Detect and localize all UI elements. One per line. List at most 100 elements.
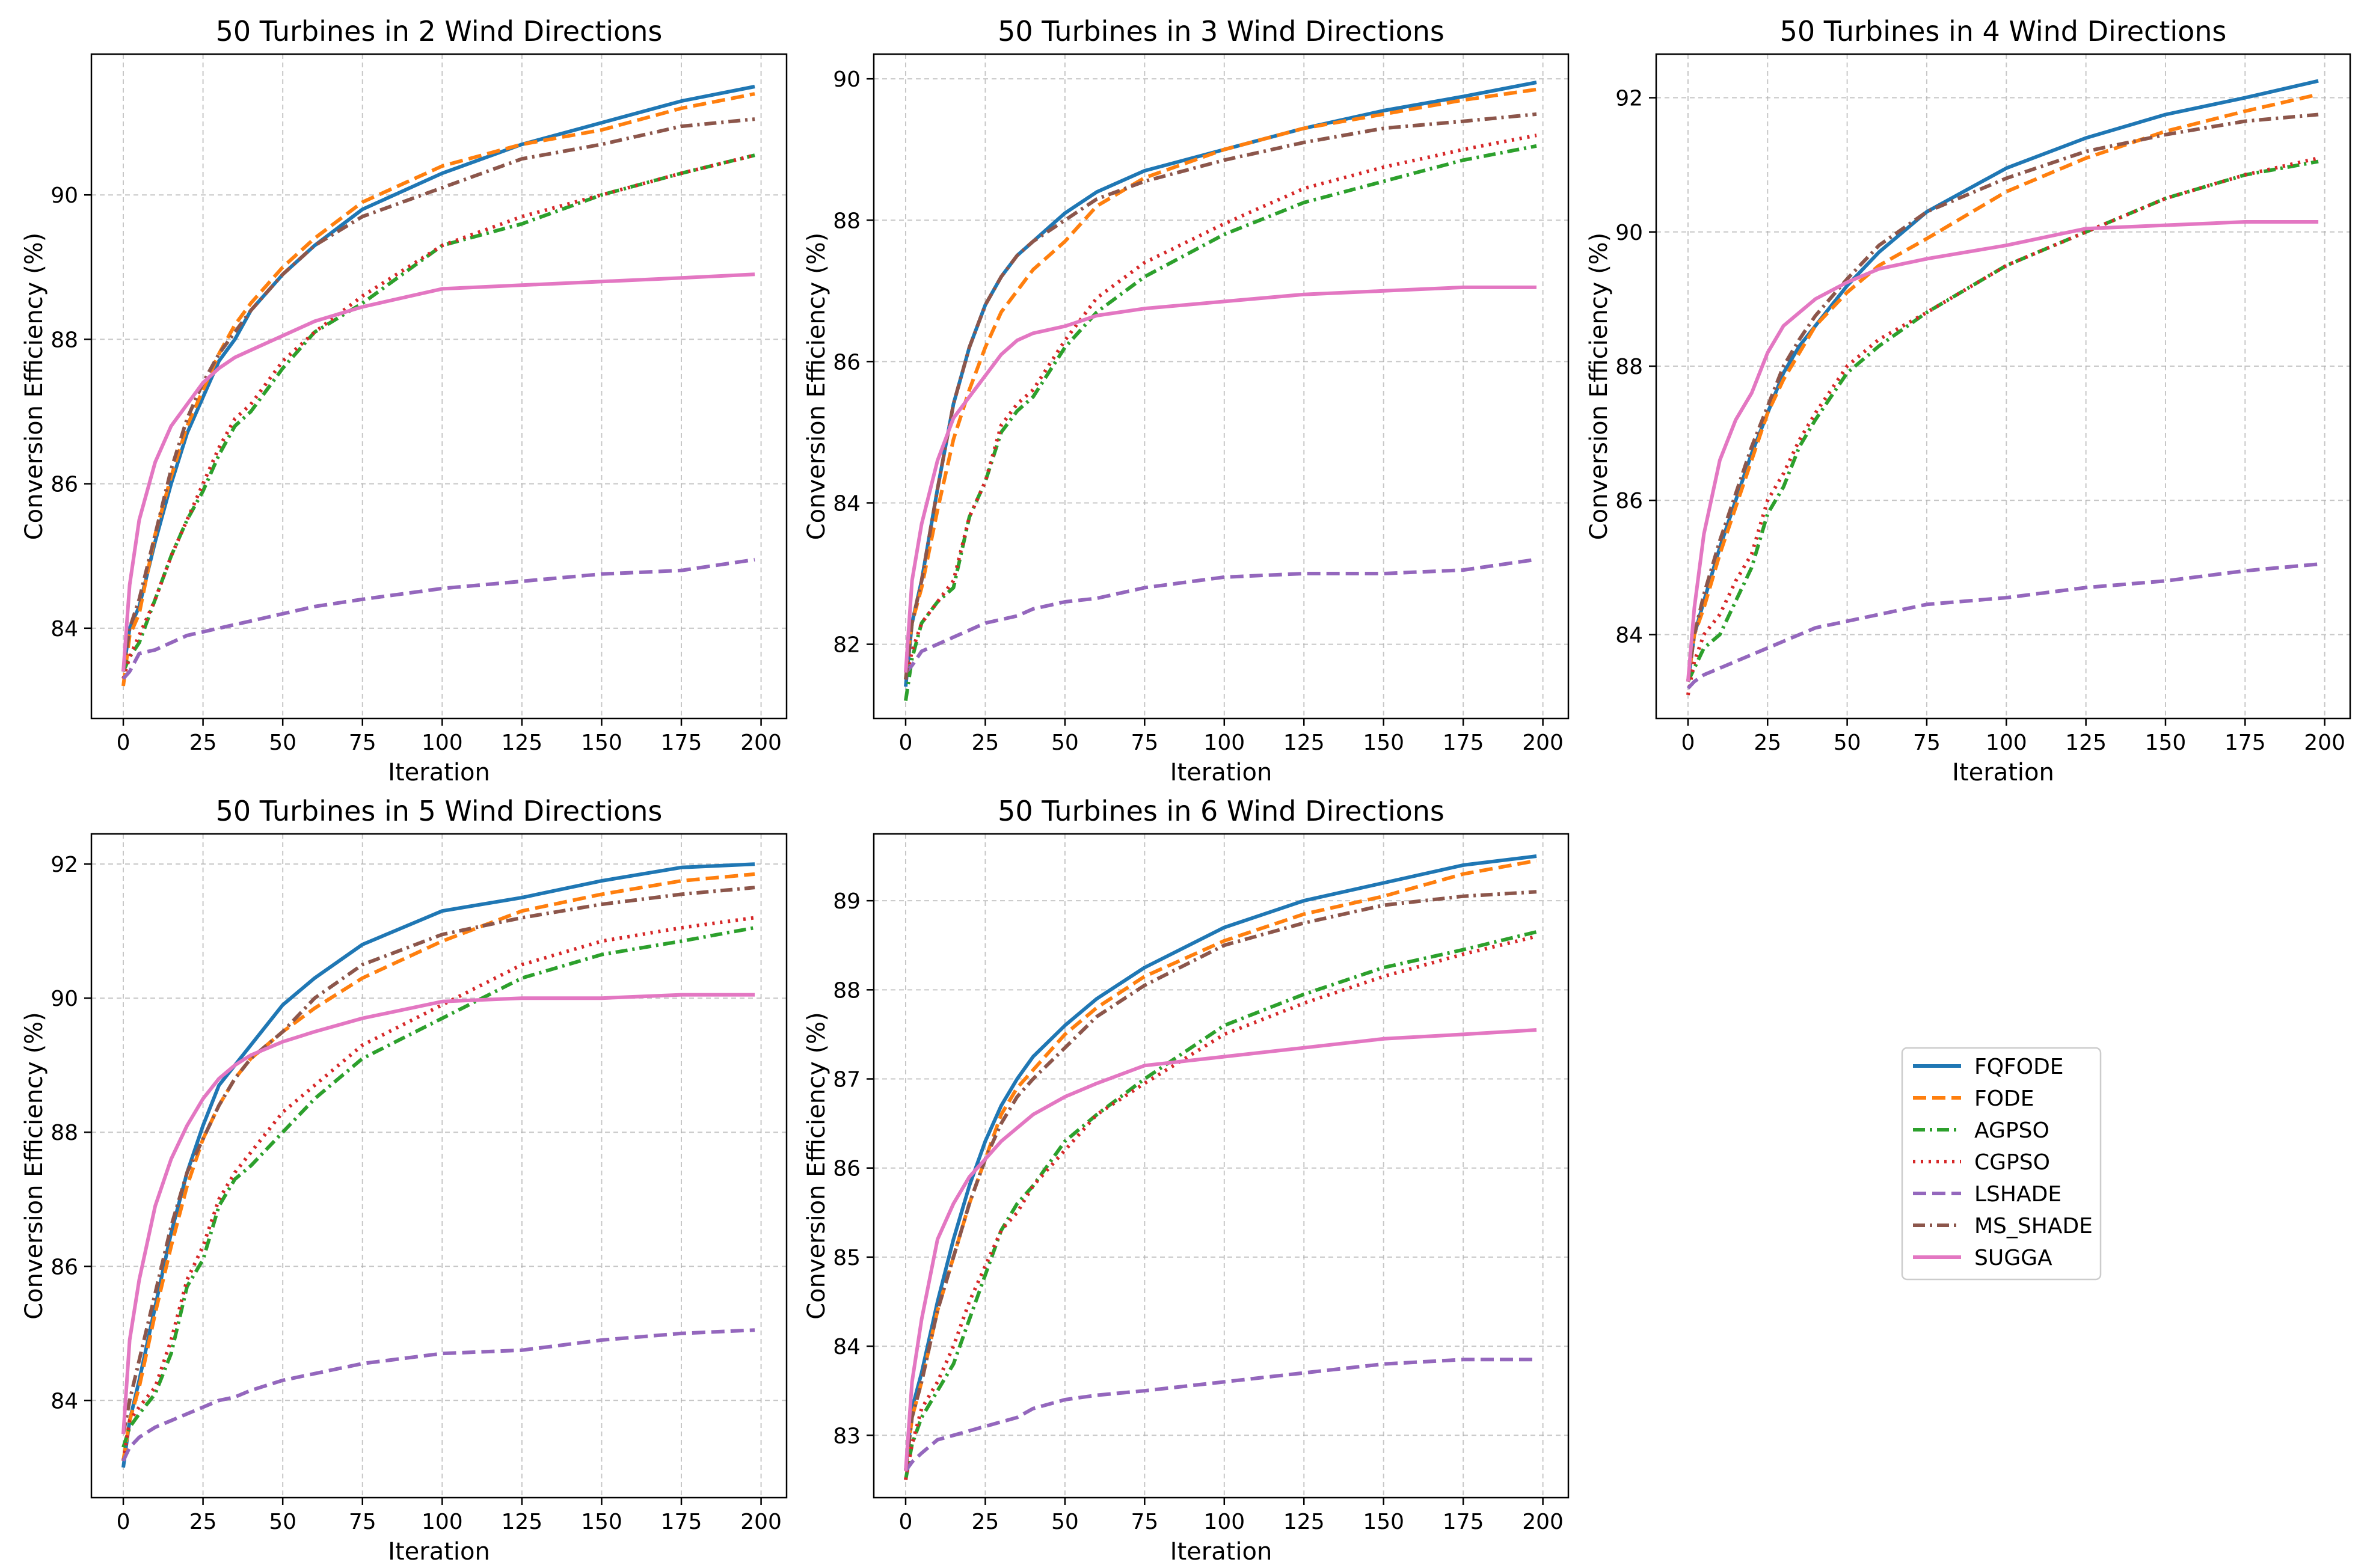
x-tick-label: 150 bbox=[1363, 730, 1404, 755]
legend-label-cgpso: CGPSO bbox=[1974, 1150, 2050, 1175]
x-tick-label: 25 bbox=[1754, 730, 1781, 755]
x-tick-label: 25 bbox=[189, 1510, 217, 1534]
series-line-lshade bbox=[904, 557, 1537, 674]
y-tick-label: 85 bbox=[833, 1246, 861, 1270]
legend-label-ms-shade: MS_SHADE bbox=[1974, 1214, 2093, 1239]
y-tick-label: 88 bbox=[833, 978, 861, 1003]
chart-title: 50 Turbines in 3 Wind Directions bbox=[998, 15, 1444, 47]
y-axis-label: Conversion Efficiency (%) bbox=[20, 233, 48, 541]
x-tick-label: 50 bbox=[1051, 1510, 1079, 1534]
series-line-sugga bbox=[121, 993, 755, 1435]
series-line-sugga bbox=[904, 285, 1536, 673]
grid bbox=[91, 834, 787, 1498]
x-tick-label: 125 bbox=[1283, 730, 1325, 755]
y-tick-label: 84 bbox=[1615, 623, 1643, 648]
x-axis-label: Iteration bbox=[1170, 1538, 1272, 1566]
y-tick-label: 88 bbox=[1615, 355, 1643, 379]
series-line-lshade bbox=[904, 1358, 1536, 1472]
y-tick-label: 88 bbox=[51, 328, 78, 352]
grid bbox=[874, 54, 1568, 718]
x-tick-label: 125 bbox=[1283, 1510, 1325, 1534]
chart-panels: 0 25 50 75 100 125 150 175 200 84 86 88 90 50 Turbine… bbox=[20, 15, 2351, 1566]
series-line-ms-shade bbox=[1686, 112, 2319, 682]
chart-title: 50 Turbines in 4 Wind Directions bbox=[1780, 15, 2227, 47]
y-tick-label: 92 bbox=[1615, 87, 1643, 111]
legend-label-lshade: LSHADE bbox=[1974, 1182, 2061, 1207]
x-tick-label: 125 bbox=[502, 730, 543, 755]
y-tick-label: 86 bbox=[1615, 489, 1643, 513]
y-tick-label: 89 bbox=[833, 889, 861, 914]
y-tick-label: 84 bbox=[51, 617, 78, 642]
x-tick-label: 175 bbox=[1443, 1510, 1484, 1534]
x-tick-label: 150 bbox=[581, 730, 622, 755]
x-tick-label: 175 bbox=[661, 1510, 702, 1534]
legend: FQFODE FODE AGPSO CGPSO LSHADE MS_SHADE SUGGA bbox=[1901, 1047, 2102, 1281]
x-tick-label: 175 bbox=[1443, 730, 1484, 755]
series-line-fode bbox=[904, 859, 1537, 1471]
x-tick-label: 200 bbox=[1522, 730, 1564, 755]
x-tick-label: 25 bbox=[972, 730, 999, 755]
chart-panel-2: 0 25 50 75 100 125 150 175 200 82 84 86 88 90 50 Turbi… bbox=[803, 15, 1570, 786]
x-tick-label: 150 bbox=[2145, 730, 2187, 755]
axes-frame bbox=[873, 53, 1570, 720]
series-line-fode bbox=[1686, 93, 2319, 682]
chart-title: 50 Turbines in 2 Wind Directions bbox=[216, 15, 663, 47]
legend-label-sugga: SUGGA bbox=[1974, 1246, 2052, 1270]
x-tick-label: 50 bbox=[1051, 730, 1079, 755]
x-axis-label: Iteration bbox=[1170, 759, 1272, 786]
grid bbox=[91, 54, 787, 718]
x-axis-label: Iteration bbox=[1952, 759, 2054, 786]
x-tick-label: 100 bbox=[1203, 730, 1245, 755]
y-axis-label: Conversion Efficiency (%) bbox=[803, 233, 830, 541]
y-tick-label: 90 bbox=[51, 183, 78, 208]
x-tick-label: 150 bbox=[1363, 1510, 1404, 1534]
axes-frame bbox=[90, 53, 788, 720]
y-tick-label: 84 bbox=[833, 491, 861, 516]
legend-label-fode: FODE bbox=[1974, 1086, 2034, 1111]
x-axis-label: Iteration bbox=[388, 759, 490, 786]
x-tick-label: 0 bbox=[899, 730, 913, 755]
series-line-lshade bbox=[121, 557, 755, 680]
x-tick-label: 50 bbox=[269, 730, 296, 755]
x-tick-label: 150 bbox=[581, 1510, 622, 1534]
y-tick-label: 90 bbox=[1615, 221, 1643, 245]
y-axis-label: Conversion Efficiency (%) bbox=[20, 1012, 48, 1320]
x-tick-label: 125 bbox=[502, 1510, 543, 1534]
series-line-sugga bbox=[1686, 220, 2319, 682]
y-tick-label: 86 bbox=[51, 1255, 78, 1279]
y-tick-label: 83 bbox=[833, 1424, 861, 1448]
x-tick-label: 75 bbox=[349, 1510, 376, 1534]
x-tick-label: 100 bbox=[1986, 730, 2027, 755]
y-tick-label: 90 bbox=[51, 987, 78, 1011]
series-line-sugga bbox=[121, 272, 755, 672]
series-group bbox=[1686, 79, 2319, 696]
chart-title: 50 Turbines in 6 Wind Directions bbox=[998, 795, 1444, 827]
y-tick-label: 84 bbox=[51, 1389, 78, 1413]
series-group bbox=[904, 854, 1537, 1480]
legend-label-agpso: AGPSO bbox=[1974, 1118, 2049, 1143]
x-tick-label: 175 bbox=[661, 730, 702, 755]
series-line-agpso bbox=[904, 930, 1537, 1480]
x-tick-label: 25 bbox=[972, 1510, 999, 1534]
legend-label-fqfode: FQFODE bbox=[1974, 1055, 2064, 1079]
series-line-ms-shade bbox=[904, 112, 1537, 680]
axes-frame bbox=[90, 833, 788, 1499]
chart-panel-4: 0 25 50 75 100 125 150 175 200 84 86 88 90 92 50 Turbi… bbox=[20, 795, 788, 1566]
x-tick-label: 100 bbox=[1203, 1510, 1245, 1534]
x-tick-label: 100 bbox=[422, 1510, 463, 1534]
x-tick-label: 100 bbox=[422, 730, 463, 755]
series-group bbox=[121, 85, 755, 687]
y-tick-label: 92 bbox=[51, 853, 78, 877]
x-tick-label: 75 bbox=[1913, 730, 1941, 755]
x-tick-label: 125 bbox=[2065, 730, 2107, 755]
series-line-fode bbox=[904, 87, 1537, 673]
chart-panel-1: 0 25 50 75 100 125 150 175 200 84 86 88 90 50 Turbine… bbox=[20, 15, 788, 786]
chart-panel-3: 0 25 50 75 100 125 150 175 200 84 86 88 90 92 50 Turbi… bbox=[1585, 15, 2351, 786]
series-line-ms-shade bbox=[121, 886, 755, 1435]
y-tick-label: 86 bbox=[833, 350, 861, 375]
x-tick-label: 75 bbox=[1131, 1510, 1158, 1534]
series-group bbox=[904, 81, 1537, 702]
y-tick-label: 87 bbox=[833, 1068, 861, 1092]
x-tick-label: 50 bbox=[1834, 730, 1861, 755]
